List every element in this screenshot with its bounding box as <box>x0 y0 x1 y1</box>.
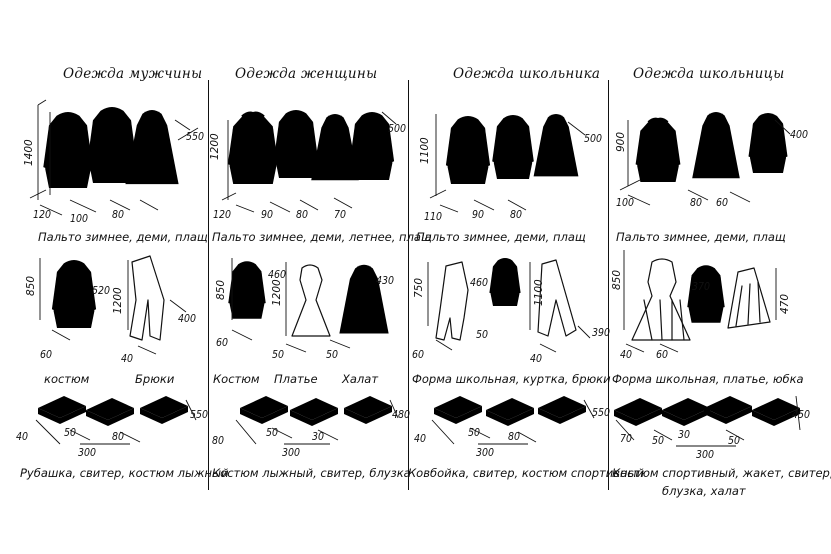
dim-women-depth: 500 <box>388 123 407 135</box>
dim-men-width: 100 <box>70 213 89 225</box>
dim: 50 <box>326 349 339 361</box>
caption-women-robe: Халат <box>342 372 379 386</box>
column-divider <box>608 80 609 490</box>
dim: 50 <box>652 435 665 447</box>
schoolgirl-coat-outline <box>635 112 788 182</box>
dim: 60 <box>216 337 229 349</box>
dim: 300 <box>282 447 301 459</box>
dim: 40 <box>530 353 543 365</box>
dim: 80 <box>508 431 521 443</box>
dim-women-width: 120 <box>213 209 232 221</box>
dim: 40 <box>16 431 29 443</box>
dim-trousers-height: 1200 <box>112 287 124 314</box>
dim: 40 <box>620 349 633 361</box>
caption-schoolgirl-coats: Пальто зимнее, деми, плащ <box>616 230 786 244</box>
dim: 50 <box>272 349 285 361</box>
dim-schoolboy-width: 80 <box>510 209 523 221</box>
caption-schoolboy-shirts: Ковбойка, свитер, костюм спортивный <box>408 466 645 480</box>
dim: 550 <box>190 409 209 421</box>
dim: 50 <box>728 435 741 447</box>
caption-schoolgirl-uniform: Форма школьная, платье, юбка <box>612 372 804 386</box>
dim-schoolboy-width: 90 <box>472 209 485 221</box>
row2-garments <box>51 255 771 341</box>
caption-women-ski: Костюм лыжный, свитер, блузка <box>212 466 411 480</box>
men-coat-outline <box>43 107 179 188</box>
dim: 1200 <box>271 279 283 306</box>
dim: 300 <box>696 449 715 461</box>
dim: 300 <box>476 447 495 459</box>
dim-schoolgirl-width: 80 <box>690 197 703 209</box>
dim: 430 <box>376 275 395 287</box>
dim-schoolboy-height: 1100 <box>419 137 431 164</box>
dim-schoolgirl-height: 900 <box>615 131 627 152</box>
schoolboy-coat-outline <box>445 114 579 184</box>
dim: 460 <box>268 269 287 281</box>
dim: 70 <box>620 433 633 445</box>
dim: 60 <box>656 349 669 361</box>
dim-men-suit-depth: 520 <box>92 285 111 297</box>
dim: 750 <box>413 277 425 298</box>
dim: 50 <box>476 329 489 341</box>
caption-women-coats: Пальто зимнее, деми, летнее, плащ <box>212 230 432 244</box>
dim: 390 <box>592 327 611 339</box>
section-title-women: Одежда женщины <box>235 66 378 82</box>
caption-schoolgirl-sport-line2: блузка, халат <box>662 484 746 498</box>
dim: 1100 <box>533 279 545 306</box>
dim: 50 <box>266 427 279 439</box>
dim: 300 <box>78 447 97 459</box>
dim-trousers-width: 40 <box>121 353 134 365</box>
caption-men-shirts: Рубашка, свитер, костюм лыжный <box>20 466 229 480</box>
caption-schoolboy-coats: Пальто зимнее, деми, плащ <box>416 230 586 244</box>
dim: 470 <box>779 293 791 314</box>
dim-schoolgirl-depth: 400 <box>790 129 809 141</box>
dim: 850 <box>611 269 623 290</box>
dim-women-width: 80 <box>296 209 309 221</box>
column-divider <box>408 80 409 490</box>
dim: 50 <box>468 427 481 439</box>
column-divider <box>208 80 209 490</box>
dim-men-height: 1400 <box>23 139 35 166</box>
dim-schoolgirl-width: 100 <box>616 197 635 209</box>
dim: 850 <box>215 279 227 300</box>
dim-women-width: 70 <box>334 209 347 221</box>
dim-women-height: 1200 <box>209 133 221 160</box>
dim: 480 <box>392 409 411 421</box>
caption-schoolgirl-sport-line1: Костюм спортивный, жакет, свитер, <box>612 466 831 480</box>
dim: 80 <box>112 431 125 443</box>
caption-women-dress: Платье <box>274 372 318 386</box>
row3-folded-garments <box>38 396 800 426</box>
dim: 50 <box>64 427 77 439</box>
dim-schoolboy-width: 110 <box>424 211 443 223</box>
dim-trousers-depth: 400 <box>178 313 197 325</box>
dim-schoolgirl-width: 60 <box>716 197 729 209</box>
dim: 370 <box>692 281 711 293</box>
dim: 40 <box>414 433 427 445</box>
dim: 60 <box>412 349 425 361</box>
caption-men-coats: Пальто зимнее, деми, плащ <box>38 230 208 244</box>
women-coat-outline <box>227 110 395 184</box>
dim: 30 <box>312 431 325 443</box>
dim-men-depth: 550 <box>186 131 205 143</box>
dim-men-width: 80 <box>112 209 125 221</box>
dim-men-suit-height: 850 <box>25 275 37 296</box>
caption-schoolboy-uniform: Форма школьная, куртка, брюки <box>412 372 611 386</box>
dim: 450 <box>792 409 811 421</box>
dim: 80 <box>212 435 225 447</box>
dim: 460 <box>470 277 489 289</box>
dim: 30 <box>678 429 691 441</box>
caption-women-suit: Костюм <box>213 372 260 386</box>
dim-schoolboy-depth: 500 <box>584 133 603 145</box>
section-title-schoolboy: Одежда школьника <box>453 66 601 82</box>
caption-men-suit: костюм <box>44 372 90 386</box>
dim: 550 <box>592 407 611 419</box>
section-title-schoolgirl: Одежда школьницы <box>633 66 785 82</box>
dim-men-suit-width: 60 <box>40 349 53 361</box>
dim-men-width: 120 <box>33 209 52 221</box>
caption-men-trousers: Брюки <box>135 372 175 386</box>
dim-women-width: 90 <box>261 209 274 221</box>
section-title-men: Одежда мужчины <box>63 66 203 82</box>
